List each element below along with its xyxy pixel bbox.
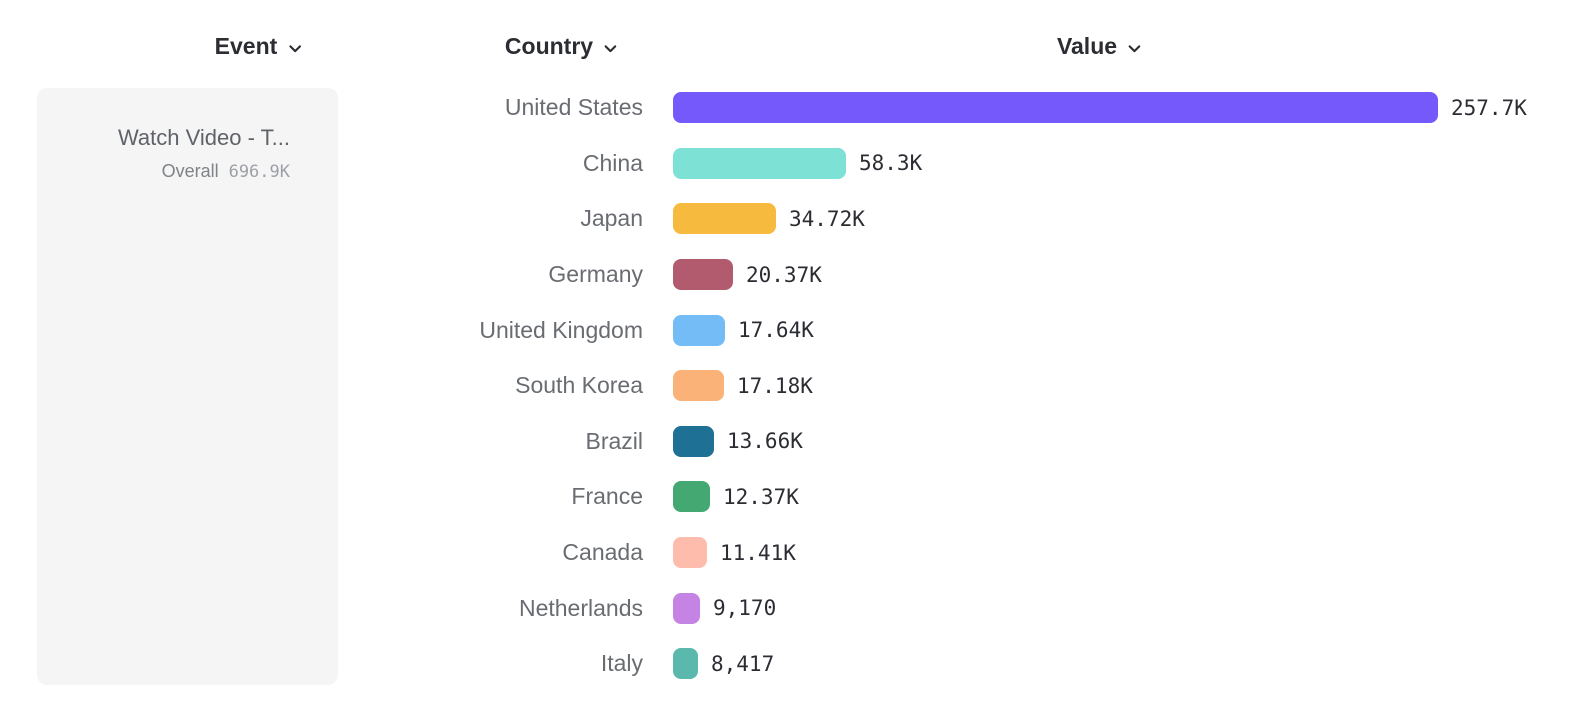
event-column-label: Event bbox=[214, 33, 278, 59]
event-overall-row: Overall 696.9K bbox=[57, 161, 290, 182]
chart-row: China 58.3K bbox=[0, 136, 1584, 192]
value-bar[interactable] bbox=[673, 592, 700, 624]
country-bar-chart: United States 257.7K China 58.3K Japan 3… bbox=[0, 80, 1584, 692]
chart-row: Germany 20.37K bbox=[0, 247, 1584, 303]
chart-row: United States 257.7K bbox=[0, 80, 1584, 136]
chevron-down-icon bbox=[602, 40, 619, 57]
country-label: China bbox=[582, 149, 643, 176]
chart-row: Netherlands 9,170 bbox=[0, 580, 1584, 636]
country-label: United States bbox=[504, 94, 643, 121]
chart-row: Japan 34.72K bbox=[0, 191, 1584, 247]
event-list-item[interactable]: Watch Video - T... Overall 696.9K bbox=[37, 88, 338, 182]
country-label: Canada bbox=[562, 539, 643, 566]
value-label: 17.18K bbox=[737, 373, 813, 398]
country-label: South Korea bbox=[515, 372, 643, 399]
event-panel: Watch Video - T... Overall 696.9K bbox=[37, 88, 338, 685]
overall-label: Overall bbox=[161, 160, 219, 181]
value-bar[interactable] bbox=[673, 648, 698, 680]
value-label: 8,417 bbox=[711, 651, 775, 676]
value-label: 13.66K bbox=[727, 429, 803, 454]
overall-value: 696.9K bbox=[228, 161, 290, 182]
value-label: 257.7K bbox=[1451, 95, 1527, 120]
value-bar[interactable] bbox=[673, 370, 724, 402]
value-bar[interactable] bbox=[673, 147, 846, 179]
event-title: Watch Video - T... bbox=[117, 125, 290, 150]
country-label: Japan bbox=[580, 205, 643, 232]
country-label: Italy bbox=[600, 650, 643, 677]
country-column-header[interactable]: Country bbox=[505, 33, 619, 60]
value-label: 12.37K bbox=[723, 484, 799, 509]
value-bar[interactable] bbox=[673, 425, 714, 457]
value-bar[interactable] bbox=[673, 481, 710, 513]
value-bar[interactable] bbox=[673, 92, 1438, 124]
value-label: 17.64K bbox=[738, 318, 814, 343]
country-label: Brazil bbox=[585, 427, 643, 454]
value-bar[interactable] bbox=[673, 537, 707, 569]
chart-row: South Korea 17.18K bbox=[0, 358, 1584, 414]
country-column-label: Country bbox=[504, 33, 594, 59]
value-column-label: Value bbox=[1056, 33, 1118, 59]
country-label: Netherlands bbox=[518, 594, 643, 621]
value-bar[interactable] bbox=[673, 314, 725, 346]
value-label: 20.37K bbox=[746, 262, 822, 287]
chart-row: Canada 11.41K bbox=[0, 525, 1584, 581]
chart-row: Brazil 13.66K bbox=[0, 414, 1584, 470]
country-label: Germany bbox=[548, 261, 643, 288]
value-bar[interactable] bbox=[673, 259, 733, 291]
event-column-header[interactable]: Event bbox=[215, 33, 304, 60]
chevron-down-icon bbox=[286, 40, 303, 57]
value-label: 11.41K bbox=[720, 540, 796, 565]
value-label: 34.72K bbox=[789, 206, 865, 231]
value-column-header[interactable]: Value bbox=[1057, 33, 1143, 60]
country-label: United Kingdom bbox=[479, 316, 643, 343]
chart-row: United Kingdom 17.64K bbox=[0, 302, 1584, 358]
country-label: France bbox=[571, 483, 643, 510]
value-label: 58.3K bbox=[859, 151, 923, 176]
chart-row: Italy 8,417 bbox=[0, 636, 1584, 692]
chart-row: France 12.37K bbox=[0, 469, 1584, 525]
chevron-down-icon bbox=[1126, 40, 1143, 57]
value-bar[interactable] bbox=[673, 203, 776, 235]
value-label: 9,170 bbox=[713, 596, 777, 621]
